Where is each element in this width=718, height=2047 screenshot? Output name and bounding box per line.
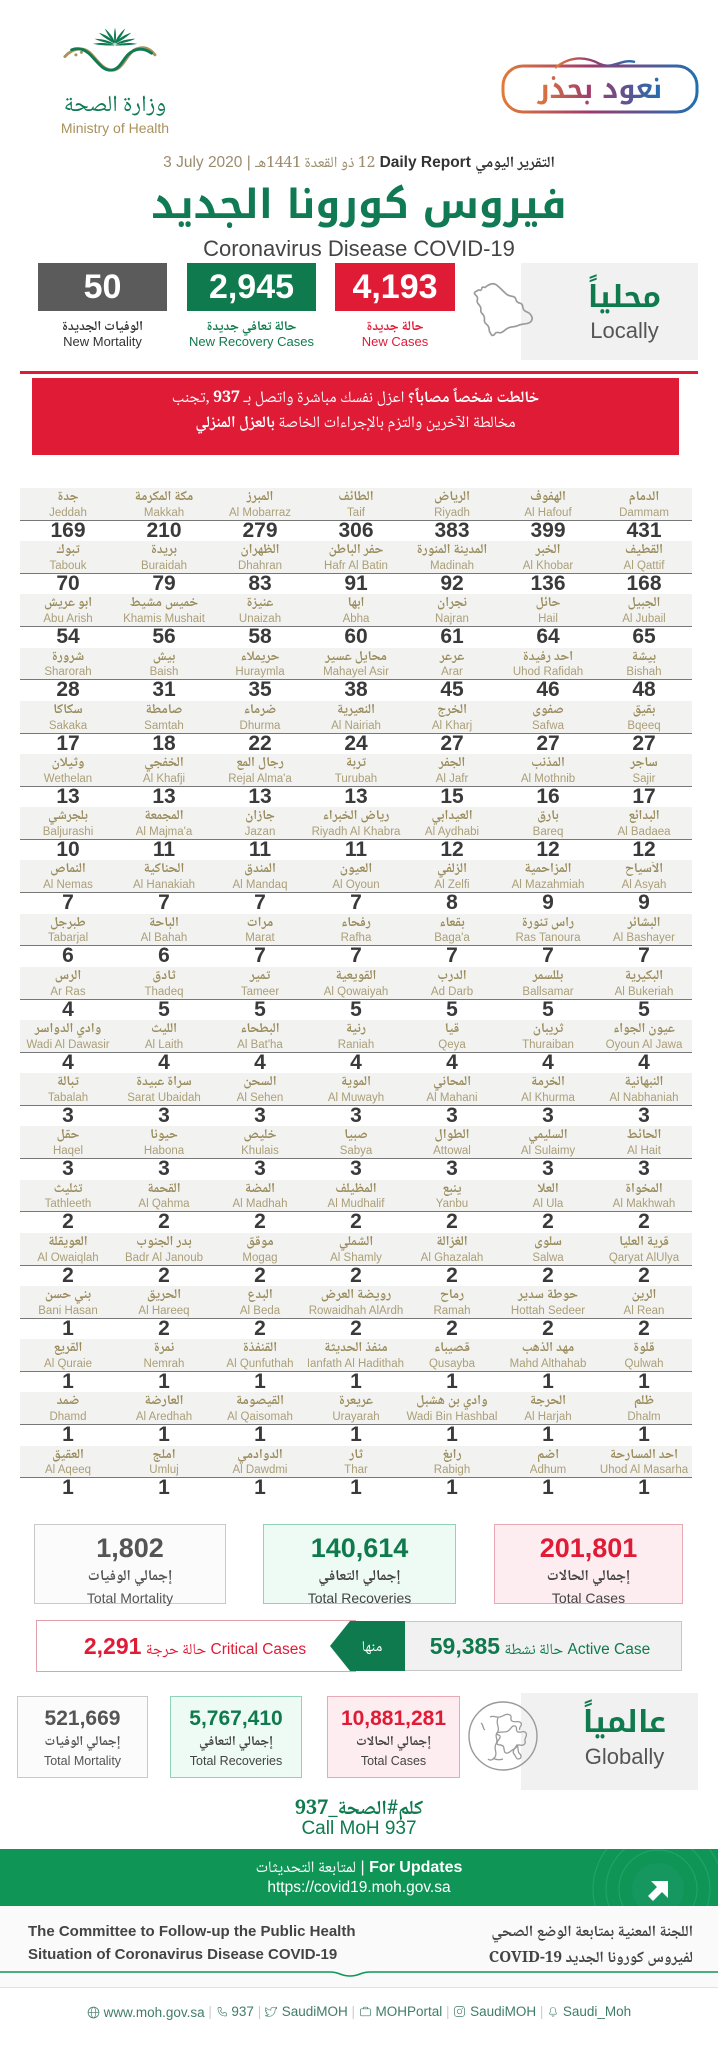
svg-text:نعود بحذر: نعود بحذر [536, 63, 662, 115]
svg-text:منها: منها [362, 1635, 383, 1661]
